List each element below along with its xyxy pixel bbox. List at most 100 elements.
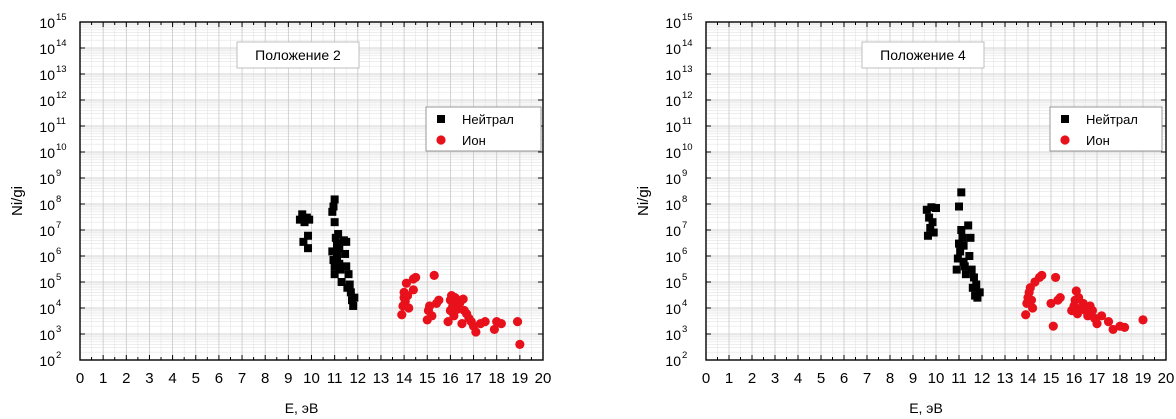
y-tick-base: 10	[39, 327, 55, 343]
data-point-square	[953, 254, 962, 263]
y-tick-base: 10	[665, 275, 681, 291]
y-tick-label: 10	[665, 327, 681, 343]
data-point-square	[346, 288, 355, 297]
y-tick-label: 10	[665, 301, 681, 317]
y-tick-label: 10	[39, 15, 55, 31]
x-tick-label: 3	[145, 370, 153, 387]
major-grid	[79, 21, 544, 361]
tick-marks	[79, 21, 544, 361]
x-tick-label: 8	[261, 370, 269, 387]
data-point-square	[342, 237, 351, 246]
data-point-circle	[457, 319, 467, 329]
x-tick-label: 20	[1158, 370, 1175, 387]
data-point-square	[342, 262, 351, 271]
x-tick-label: 7	[863, 370, 871, 387]
x-axis-label: E, эВ	[285, 400, 319, 416]
data-point-circle	[1048, 321, 1058, 331]
x-tick-label: 11	[951, 370, 967, 387]
data-point-square	[927, 203, 936, 212]
y-tick-base: 10	[39, 223, 55, 239]
data-point-square	[350, 293, 359, 302]
y-tick-base: 10	[39, 67, 55, 83]
x-tick-label: 4	[168, 370, 176, 387]
data-point-square	[349, 301, 358, 310]
major-grid	[705, 21, 1167, 361]
data-point-circle	[480, 316, 490, 327]
data-point-circle	[496, 319, 506, 329]
legend-label: Нейтрал	[462, 112, 514, 127]
data-point-square	[330, 262, 339, 271]
y-tick-base: 10	[39, 119, 55, 135]
y-tick-base: 10	[665, 197, 681, 213]
data-point-circle	[1103, 316, 1114, 327]
y-tick-exponent: 10	[56, 142, 67, 153]
data-point-circle	[402, 290, 413, 301]
annotation-text: Положение 4	[880, 47, 966, 63]
y-tick-label: 10	[665, 119, 681, 135]
y-tick-exponent: 3	[56, 324, 61, 335]
legend-label: Нейтрал	[1086, 112, 1138, 127]
x-tick-label: 14	[396, 370, 413, 387]
y-tick-label: 10	[39, 41, 55, 57]
data-point-circle	[489, 324, 499, 335]
x-tick-label: 17	[1089, 370, 1106, 387]
y-tick-base: 10	[665, 301, 681, 317]
y-tick-exponent: 15	[682, 12, 693, 23]
x-tick-label: 13	[373, 370, 390, 387]
y-tick-exponent: 7	[56, 220, 61, 231]
data-point-circle	[458, 294, 468, 304]
data-point-square	[304, 231, 313, 240]
y-tick-label: 10	[39, 67, 55, 83]
data-point-square	[957, 188, 966, 197]
tick-marks	[705, 21, 1167, 361]
y-tick-exponent: 4	[56, 298, 61, 309]
y-tick-exponent: 2	[56, 350, 61, 361]
y-tick-exponent: 5	[56, 272, 61, 283]
x-axis-label: E, эВ	[909, 400, 943, 416]
data-point-circle	[1021, 310, 1031, 320]
data-point-square	[923, 231, 932, 240]
data-point-square	[975, 288, 984, 297]
x-tick-label: 15	[1043, 370, 1060, 387]
y-tick-base: 10	[39, 41, 55, 57]
y-tick-exponent: 11	[56, 116, 66, 127]
y-tick-exponent: 12	[56, 90, 67, 101]
data-point-circle	[434, 295, 444, 305]
data-point-square	[958, 233, 967, 242]
annotation-text: Положение 2	[255, 47, 341, 63]
data-point-circle	[427, 311, 437, 321]
y-tick-exponent: 15	[56, 12, 67, 23]
x-tick-label: 4	[794, 370, 802, 387]
y-tick-base: 10	[665, 119, 681, 135]
data-point-square	[961, 270, 970, 279]
x-tick-label: 19	[512, 370, 529, 387]
data-point-square	[344, 270, 353, 279]
x-tick-label: 16	[442, 370, 459, 387]
y-tick-base: 10	[39, 171, 55, 187]
y-tick-base: 10	[39, 145, 55, 161]
y-tick-exponent: 9	[56, 168, 61, 179]
data-point-circle	[1037, 270, 1047, 280]
x-tick-label: 9	[284, 370, 292, 387]
legend-marker-circle	[1060, 135, 1070, 145]
annotation-box	[236, 41, 360, 69]
y-tick-exponent: 10	[682, 142, 693, 153]
data-point-square	[345, 280, 354, 289]
x-tick-label: 14	[1020, 370, 1037, 387]
x-tick-label: 12	[349, 370, 366, 387]
data-point-square	[330, 195, 339, 204]
y-tick-exponent: 6	[682, 246, 687, 257]
data-point-square	[295, 215, 304, 224]
data-point-square	[957, 226, 966, 234]
y-tick-label: 10	[39, 275, 55, 291]
data-point-square	[305, 215, 314, 224]
y-tick-label: 10	[39, 327, 55, 343]
data-point-circle	[1108, 324, 1118, 335]
data-point-square	[341, 249, 350, 258]
data-point-square	[960, 262, 969, 271]
data-point-square	[330, 270, 339, 279]
data-point-square	[929, 228, 938, 237]
y-axis-label: Ni/gi	[9, 186, 26, 216]
